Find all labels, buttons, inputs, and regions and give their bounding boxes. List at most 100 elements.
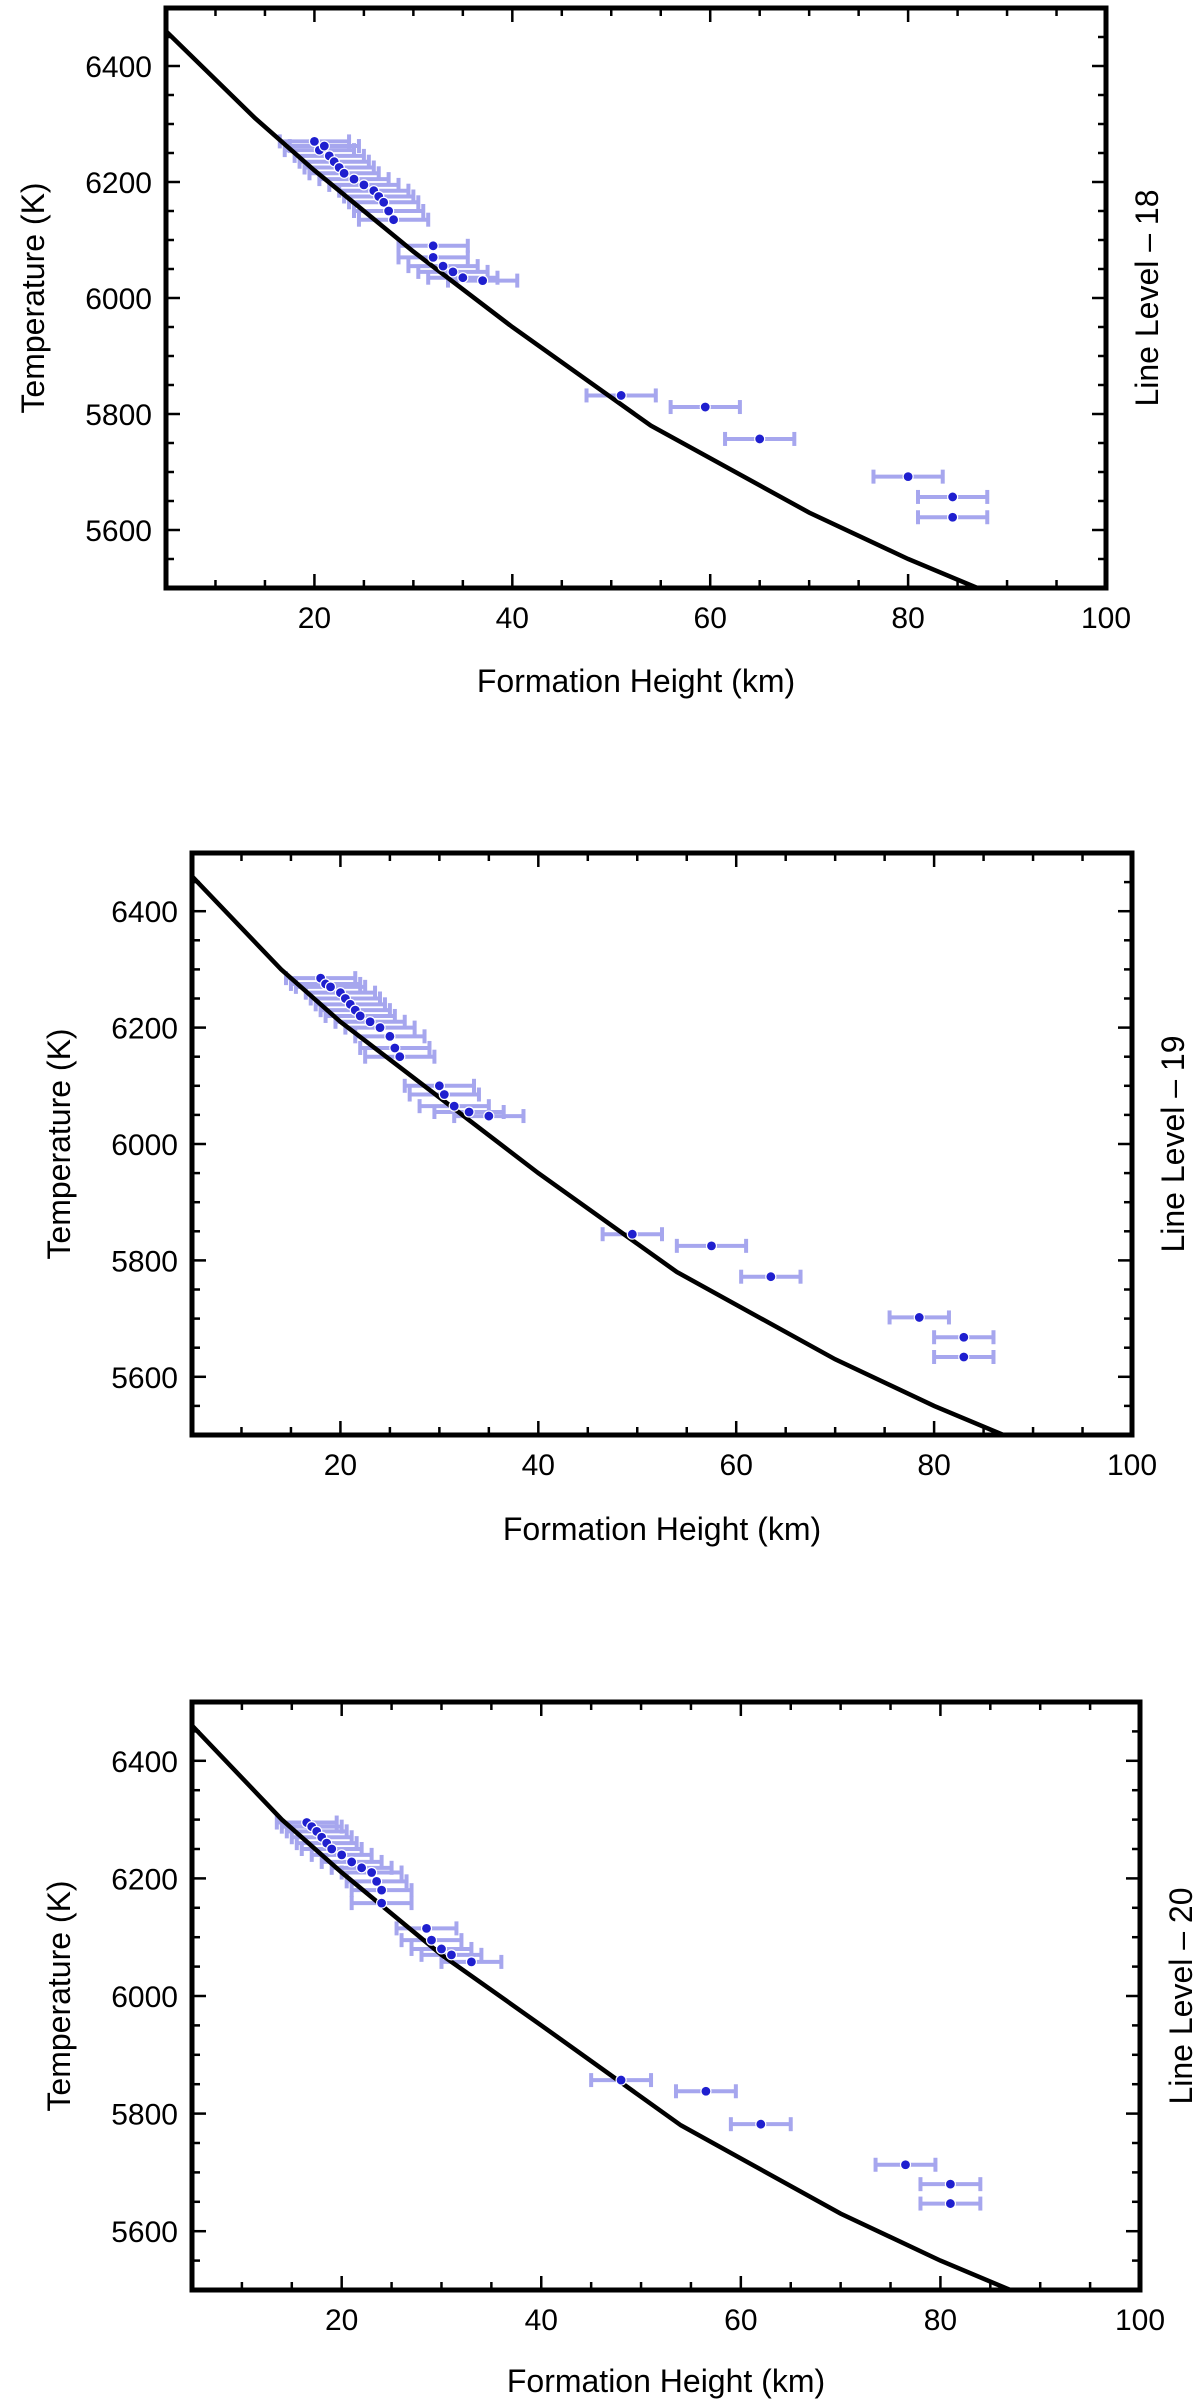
data-point (318, 140, 330, 152)
data-point (374, 1021, 386, 1034)
model-curve (166, 29, 979, 588)
y-tick-label: 6200 (85, 167, 152, 200)
data-point (445, 1949, 458, 1961)
data-point (346, 1856, 358, 1868)
y-tick-label: 5600 (111, 2216, 178, 2249)
axis-ticks (192, 853, 1132, 1435)
data-point (437, 260, 449, 272)
plot-frame (189, 850, 1135, 1438)
data-point (913, 1311, 925, 1324)
y-tick-label: 6200 (111, 1013, 178, 1046)
data-point (448, 1100, 460, 1112)
x-axis-title: Formation Height (km) (477, 663, 795, 699)
x-tick-label: 60 (724, 2304, 757, 2337)
side-label: Line Level – 18 (1129, 189, 1165, 406)
data-point (899, 2159, 912, 2171)
plot-area (192, 874, 1005, 1435)
data-point (944, 2197, 957, 2210)
data-point (383, 205, 395, 217)
data-point (433, 1080, 445, 1092)
chart-panel-1: 20 40 60 80 100 5600 5800 6000 6200 6400 Formation… (15, 5, 1165, 699)
data-point (326, 1843, 338, 1855)
data-point (354, 1010, 366, 1022)
x-tick-label: 20 (324, 1449, 357, 1482)
data-point (364, 1016, 376, 1028)
x-tick-label: 20 (325, 2304, 358, 2337)
y-tick-label: 6000 (85, 283, 152, 316)
y-tick-label: 6200 (111, 1863, 178, 1896)
data-point (947, 491, 959, 503)
x-tick-label: 60 (720, 1449, 753, 1482)
y-axis-title: Temperature (K) (41, 1028, 77, 1259)
data-point (384, 1030, 396, 1042)
side-label: Line Level – 20 (1163, 1887, 1199, 2104)
data-point (387, 214, 400, 226)
side-label: Line Level – 19 (1155, 1035, 1191, 1252)
data-point (378, 196, 390, 208)
data-point (944, 2178, 957, 2190)
y-tick-label: 5600 (111, 1362, 178, 1395)
data-point (338, 167, 350, 179)
x-tick-label: 40 (525, 2304, 558, 2337)
chart-panel-2: 20 40 60 80 100 5600 5800 6000 6200 6400 Formation… (41, 850, 1191, 1547)
data-point (626, 1228, 638, 1240)
data-point (465, 1956, 478, 1968)
data-point (425, 1934, 438, 1946)
data-point (765, 1271, 777, 1283)
plot-area (192, 1723, 1012, 2290)
x-tick-label: 100 (1115, 2304, 1165, 2337)
data-point (477, 275, 489, 287)
x-axis-title: Formation Height (km) (503, 1511, 821, 1547)
data-point (427, 240, 439, 252)
x-tick-label: 60 (694, 602, 727, 635)
data-point (427, 251, 439, 263)
x-axis-title: Formation Height (km) (507, 2363, 825, 2399)
data-point (358, 179, 370, 191)
data-point (394, 1051, 406, 1063)
x-tick-label: 40 (496, 602, 529, 635)
plot-frame (163, 5, 1109, 591)
y-tick-label: 5800 (111, 1245, 178, 1278)
y-tick-label: 6000 (111, 1981, 178, 2014)
data-point (483, 1110, 495, 1122)
axis-ticks (166, 8, 1106, 588)
y-tick-label: 5800 (111, 2099, 178, 2132)
x-tick-label: 80 (924, 2304, 957, 2337)
data-point (457, 272, 469, 284)
plot-frame (189, 1699, 1143, 2293)
data-point (755, 2118, 767, 2130)
model-curve (192, 874, 1005, 1435)
data-point (947, 511, 959, 523)
x-tick-label: 80 (891, 602, 924, 635)
data-point (615, 389, 627, 402)
data-point (447, 266, 459, 278)
x-tick-label: 20 (298, 602, 331, 635)
data-point (435, 1943, 448, 1955)
chart-panel-3: 20 40 60 80 100 5600 5800 6000 6200 6400 Formation… (41, 1699, 1199, 2399)
axis-ticks (192, 1702, 1140, 2290)
data-point (958, 1331, 970, 1343)
y-tick-label: 6400 (111, 1746, 178, 1779)
data-point (958, 1351, 970, 1363)
data-point (371, 1875, 383, 1887)
data-point (389, 1042, 401, 1054)
x-tick-label: 100 (1107, 1449, 1157, 1482)
data-point (356, 1862, 368, 1874)
data-point (420, 1922, 433, 1934)
data-point (348, 173, 360, 185)
model-curve (192, 1723, 1012, 2290)
data-point (754, 433, 766, 445)
data-point (366, 1866, 378, 1879)
y-tick-label: 6400 (111, 896, 178, 929)
y-tick-label: 5800 (85, 399, 152, 432)
data-point (615, 2074, 627, 2086)
data-point (308, 135, 321, 147)
y-tick-label: 5600 (85, 515, 152, 548)
data-point (324, 981, 337, 993)
y-tick-label: 6400 (85, 51, 152, 84)
data-point (700, 2085, 712, 2097)
data-point (705, 1240, 718, 1252)
data-point (376, 1897, 388, 1909)
data-point (902, 471, 914, 483)
